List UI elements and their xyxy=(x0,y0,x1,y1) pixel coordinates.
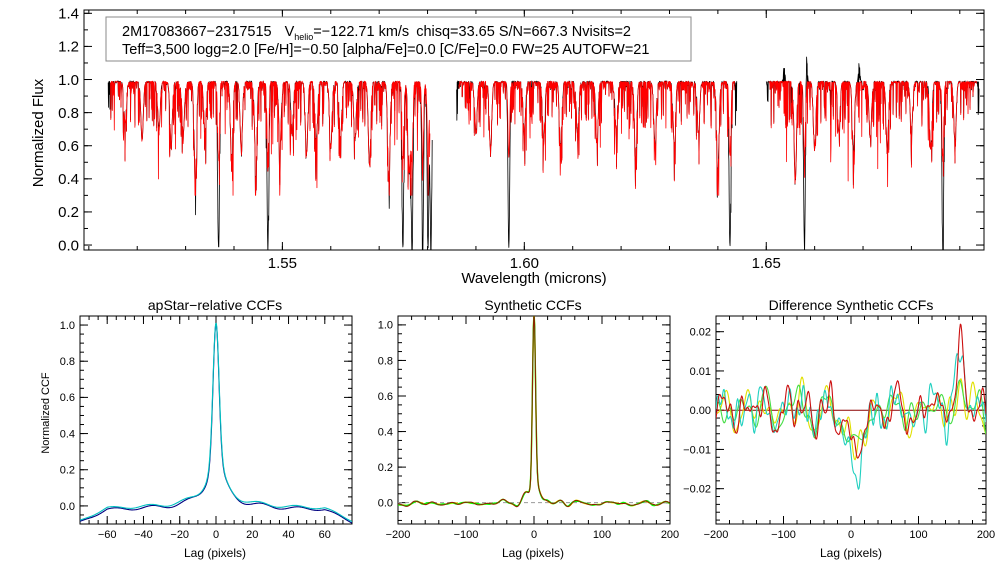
synthetic-ccf-ytick-label: 0.4 xyxy=(378,426,393,438)
apstar-ccf-ytick-label: 0.8 xyxy=(60,356,75,368)
difference-ccf-line-diff-red xyxy=(716,323,986,459)
spectrum-xtick-label: 1.55 xyxy=(268,255,297,272)
difference-ccf-ytick-label: −0.02 xyxy=(683,484,711,496)
apstar-ccf-xtick-label: −20 xyxy=(170,529,189,541)
synthetic-ccf-xtick-label: 0 xyxy=(531,529,537,541)
difference-ccf-xtick-label: −100 xyxy=(771,529,796,541)
spectrum-ytick-label: 1.0 xyxy=(58,72,79,89)
synthetic-ccf-x-label: Lag (pixels) xyxy=(502,546,564,560)
difference-ccf-ytick-label: −0.01 xyxy=(683,444,711,456)
annotation-star-id: 2M17083667−2317515 xyxy=(122,24,272,40)
spectrum-ytick-label: 0.6 xyxy=(58,138,79,155)
difference-ccf-xtick-label: 100 xyxy=(909,529,927,541)
apstar-ccf-axes-frame xyxy=(79,315,353,525)
apstar-ccf-xtick-label: −40 xyxy=(134,529,153,541)
difference-ccf-xtick-label: −200 xyxy=(704,529,729,541)
annotation-line-1: 2M17083667−2317515 Vhelio=−122.71 km/s chi… xyxy=(122,24,631,42)
apstar-ccf-xtick-label: 0 xyxy=(213,529,219,541)
difference-ccf-x-label: Lag (pixels) xyxy=(820,546,882,560)
spectrum-xtick-label: 1.65 xyxy=(752,255,781,272)
apstar-ccf-ytick-label: 0.6 xyxy=(60,392,75,404)
spectrum-model-line-chip-1 xyxy=(110,80,431,196)
annotation-v-label: V xyxy=(285,24,295,40)
synthetic-ccf-xtick-label: 200 xyxy=(661,529,679,541)
synthetic-ccf-line-model-1 xyxy=(398,316,670,508)
apstar-ccf-xtick-label: 20 xyxy=(246,529,258,541)
apstar-ccf-ytick-label: 0.4 xyxy=(60,428,75,440)
apstar-ccf-ytick-label: 1.0 xyxy=(60,320,75,332)
annotation-v-value: =−122.71 km/s xyxy=(313,24,409,40)
spectrum-x-label: Wavelength (microns) xyxy=(461,270,606,287)
spectrum-ytick-label: 1.4 xyxy=(58,6,79,23)
apstar-ccf-title: apStar−relative CCFs xyxy=(148,297,282,313)
apstar-ccf-panel: −60 −40 −20 0 20 40 60 0.0 0.2 0.4 0.6 0.8 1.0 xyxy=(60,315,353,541)
difference-ccf-ytick-label: 0.00 xyxy=(690,405,711,417)
spectrum-ytick-label: 0.8 xyxy=(58,105,79,122)
synthetic-ccf-line-model-3 xyxy=(398,316,670,508)
apstar-ccf-xtick-label: 60 xyxy=(319,529,331,541)
spectrum-observed-line-chip-2 xyxy=(456,80,738,248)
difference-ccf-panel: −200 −100 0 100 200 −0.02 −0.01 0.00 0.01 0.02 xyxy=(683,315,995,541)
synthetic-ccf-line-model-2 xyxy=(398,316,670,507)
synthetic-ccf-ytick-label: 0.8 xyxy=(378,355,393,367)
spectrum-ytick-label: 1.2 xyxy=(58,39,79,56)
difference-ccf-xtick-label: 0 xyxy=(848,529,854,541)
spectrum-axes-frame xyxy=(83,9,985,251)
difference-ccf-title: Difference Synthetic CCFs xyxy=(769,297,934,313)
spectrum-panel: 1.55 1.60 1.65 0.0 0.2 0.4 0.6 0.8 1.0 1.2 1.4 xyxy=(58,6,985,272)
apstar-ccf-xtick-label: 40 xyxy=(282,529,294,541)
annotation-line-2: Teff=3,500 logg=2.0 [Fe/H]=−0.50 [alpha/… xyxy=(122,42,649,58)
spectrum-ytick-label: 0.0 xyxy=(58,237,79,254)
spectrum-annotation-box: 2M17083667−2317515 Vhelio=−122.71 km/s chi… xyxy=(105,16,692,62)
difference-ccf-ytick-label: 0.01 xyxy=(690,366,711,378)
apstar-ccf-y-label: Normalized CCF xyxy=(40,372,52,454)
apstar-ccf-ytick-label: 0.2 xyxy=(60,465,75,477)
synthetic-ccf-xtick-label: 100 xyxy=(593,529,611,541)
spectrum-model-line-chip-3 xyxy=(768,80,978,189)
spectrum-ytick-label: 0.4 xyxy=(58,171,79,188)
synthetic-ccf-title: Synthetic CCFs xyxy=(484,297,581,313)
synthetic-ccf-axes-frame xyxy=(397,315,671,525)
synthetic-ccf-ytick-label: 0.6 xyxy=(378,391,393,403)
spectrum-y-label: Normalized Flux xyxy=(30,78,47,187)
synthetic-ccf-ytick-label: 1.0 xyxy=(378,320,393,332)
difference-ccf-xtick-label: 200 xyxy=(977,529,995,541)
difference-ccf-line-diff-green xyxy=(716,379,986,443)
synthetic-ccf-ytick-label: 0.0 xyxy=(378,498,393,510)
spectrum-xtick-label: 1.60 xyxy=(510,255,539,272)
synthetic-ccf-xtick-label: −200 xyxy=(386,529,411,541)
synthetic-ccf-xtick-label: −100 xyxy=(454,529,479,541)
difference-ccf-ytick-label: 0.02 xyxy=(690,327,711,339)
annotation-stats: chisq=33.65 S/N=667.3 Nvisits=2 xyxy=(416,24,631,40)
spectrum-model-line-chip-2 xyxy=(458,80,736,196)
spectrum-ytick-label: 0.2 xyxy=(58,204,79,221)
synthetic-ccf-panel: −200 −100 0 100 200 0.0 0.2 0.4 0.6 0.8 1.0 xyxy=(378,315,679,541)
apstar-ccf-xtick-label: −60 xyxy=(98,529,117,541)
apstar-ccf-line-visit-1 xyxy=(80,323,352,524)
annotation-v-subscript: helio xyxy=(294,32,313,42)
apstar-ccf-line-visit-2 xyxy=(80,322,352,523)
synthetic-ccf-ytick-label: 0.2 xyxy=(378,462,393,474)
apstar-ccf-ytick-label: 0.0 xyxy=(60,501,75,513)
apstar-ccf-x-label: Lag (pixels) xyxy=(184,546,246,560)
